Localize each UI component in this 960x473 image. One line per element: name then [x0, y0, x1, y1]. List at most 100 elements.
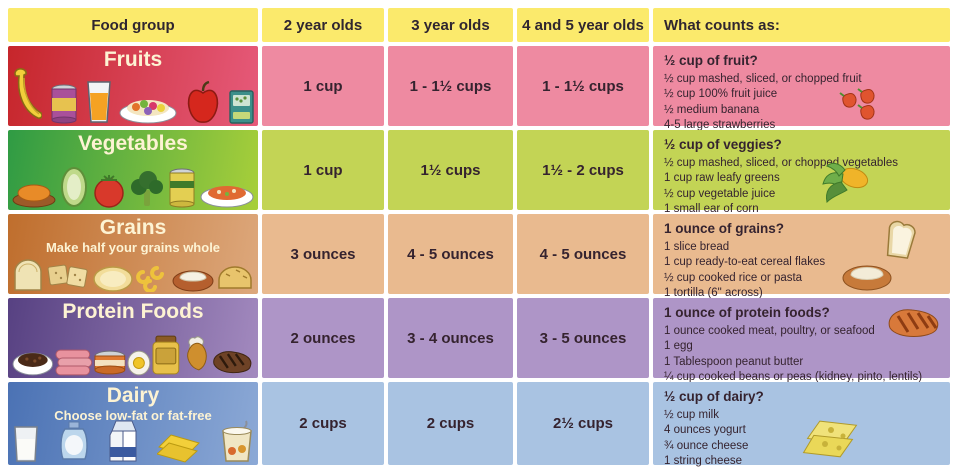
fruits-amount-3yr: 1 - 1½ cups [388, 46, 513, 126]
food-group-dairy: Dairy Choose low-fat or fat-free [8, 382, 258, 465]
grains-illustrations [12, 258, 254, 292]
rice-plate-icon [842, 265, 892, 291]
protein-amount-3yr: 3 - 4 ounces [388, 298, 513, 378]
fruits-what-counts-item: ½ cup mashed, sliced, or chopped fruit [664, 73, 862, 85]
fruits-what-counts-item: ½ cup 100% fruit juice [664, 88, 778, 101]
ham-slices-icon [55, 349, 92, 376]
protein-what-counts: 1 ounce of protein foods? 1 ounce cooked… [653, 298, 950, 383]
dairy-what-counts-item: ½ cup milk [664, 409, 719, 421]
protein-what-counts-item: 1 egg [664, 340, 693, 353]
dairy-what-counts-heading: ½ cup of dairy? [664, 389, 764, 404]
header-2-year-olds: 2 year olds [262, 8, 384, 42]
dairy-what-counts: ½ cup of dairy? ½ cup milk 4 ounces yogu… [653, 382, 950, 467]
yogurt-cup-icon [222, 420, 252, 462]
fruits-illustrations [12, 66, 254, 124]
grains-what-counts-item: 1 cup ready-to-eat cereal flakes [664, 256, 826, 269]
food-group-vegetables: Vegetables [8, 130, 258, 210]
strawberries-icon [839, 88, 875, 120]
grains-title: Grains [99, 216, 167, 239]
vegetables-what-counts-item: 1 cup raw leafy greens [664, 172, 780, 185]
macaroni-icon [136, 266, 165, 292]
rice-bowl-icon [172, 270, 214, 292]
grains-what-counts-heading: 1 ounce of grains? [664, 221, 785, 236]
juice-glass-icon [86, 81, 111, 123]
peanut-butter-jar-icon [152, 335, 180, 375]
bread-slice-icon [886, 220, 916, 259]
drumstick-icon [186, 336, 207, 371]
protein-illustrations [12, 334, 254, 376]
header-food-group: Food group [8, 8, 258, 42]
vegetables-title: Vegetables [78, 132, 188, 155]
fruits-title: Fruits [103, 48, 163, 71]
sweet-potato-icon [12, 184, 56, 208]
corn-icon [822, 162, 869, 204]
header-what-counts: What counts as: [653, 8, 950, 42]
grains-what-counts-item: 1 tortilla (6" across) [664, 287, 763, 300]
vegetables-what-counts: ½ cup of veggies? ½ cup mashed, sliced, … [653, 130, 950, 215]
cheese-wedges-icon [802, 420, 858, 458]
grains-subtitle: Make half your grains whole [45, 240, 221, 255]
grains-amount-4-5yr: 4 - 5 ounces [517, 214, 649, 294]
protein-what-counts-item: 1 Tablespoon peanut butter [664, 355, 804, 368]
protein-amount-2yr: 2 ounces [262, 298, 384, 378]
food-group-protein: Protein Foods [8, 298, 258, 378]
bread-loaf-icon [14, 259, 42, 291]
grains-what-counts-item: ½ cup cooked rice or pasta [664, 271, 803, 284]
dairy-amount-3yr: 2 cups [388, 382, 513, 465]
grains-amount-3yr: 4 - 5 ounces [388, 214, 513, 294]
dairy-what-counts-item: ¾ ounce cheese [664, 439, 749, 452]
banana-icon [14, 68, 42, 119]
cucumber-icon [61, 167, 87, 207]
fruit-salad-plate-icon [119, 100, 177, 124]
protein-what-counts-item: ¼ cup cooked beans or peas (kidney, pint… [664, 371, 923, 384]
canned-peaches-icon [51, 84, 77, 124]
grains-amount-2yr: 3 ounces [262, 214, 384, 294]
milk-jug-icon [60, 421, 88, 460]
broccoli-icon [131, 171, 163, 206]
food-group-fruits: Fruits [8, 46, 258, 126]
tortilla-icon [93, 266, 133, 292]
grains-what-counts: 1 ounce of grains? 1 slice bread 1 cup r… [653, 214, 950, 299]
raisins-box-icon [229, 90, 254, 124]
dairy-what-counts-item: 1 string cheese [664, 455, 742, 468]
vegetables-what-counts-item: ½ cup mashed, sliced, or chopped vegetab… [664, 157, 898, 169]
egg-icon [127, 350, 151, 376]
fruits-what-counts-item: ½ medium banana [664, 103, 760, 116]
vegetables-illustrations [12, 166, 254, 208]
vegetables-what-counts-item: ½ cup vegetable juice [664, 187, 776, 200]
vegetables-amount-4-5yr: 1½ - 2 cups [517, 130, 649, 210]
fruits-amount-2yr: 1 cup [262, 46, 384, 126]
protein-what-counts-heading: 1 ounce of protein foods? [664, 305, 830, 320]
header-4-5-year-olds: 4 and 5 year olds [517, 8, 649, 42]
fruits-what-counts-heading: ½ cup of fruit? [664, 53, 758, 68]
soup-bowl-icon [200, 186, 254, 208]
dairy-illustrations [12, 419, 254, 463]
fruits-amount-4-5yr: 1 - 1½ cups [517, 46, 649, 126]
steak-icon [213, 351, 252, 374]
crackers-icon [47, 264, 88, 288]
apple-icon [187, 80, 219, 123]
header-3-year-olds: 3 year olds [388, 8, 513, 42]
bread-roll-icon [218, 266, 252, 289]
cheese-slices-icon [157, 434, 200, 463]
fruits-what-counts: ½ cup of fruit? ½ cup mashed, sliced, or… [653, 46, 950, 131]
green-beans-can-icon [169, 168, 195, 208]
tomato-icon [94, 175, 124, 208]
tuna-can-icon [94, 350, 126, 375]
milk-carton-icon [109, 420, 137, 462]
protein-amount-4-5yr: 3 - 5 ounces [517, 298, 649, 378]
steak-icon [888, 309, 939, 337]
dairy-subtitle: Choose low-fat or fat-free [54, 408, 212, 423]
grains-what-counts-item: 1 slice bread [664, 241, 730, 253]
milk-glass-icon [14, 426, 38, 462]
beans-bowl-icon [12, 352, 54, 376]
vegetables-amount-3yr: 1½ cups [388, 130, 513, 210]
vegetables-amount-2yr: 1 cup [262, 130, 384, 210]
protein-what-counts-item: 1 ounce cooked meat, poultry, or seafood [664, 325, 875, 337]
fruits-what-counts-item: 4-5 large strawberries [664, 119, 776, 132]
food-group-grains: Grains Make half your grains whole [8, 214, 258, 294]
vegetables-what-counts-item: 1 small ear of corn [664, 203, 759, 216]
dairy-amount-2yr: 2 cups [262, 382, 384, 465]
dairy-amount-4-5yr: 2½ cups [517, 382, 649, 465]
